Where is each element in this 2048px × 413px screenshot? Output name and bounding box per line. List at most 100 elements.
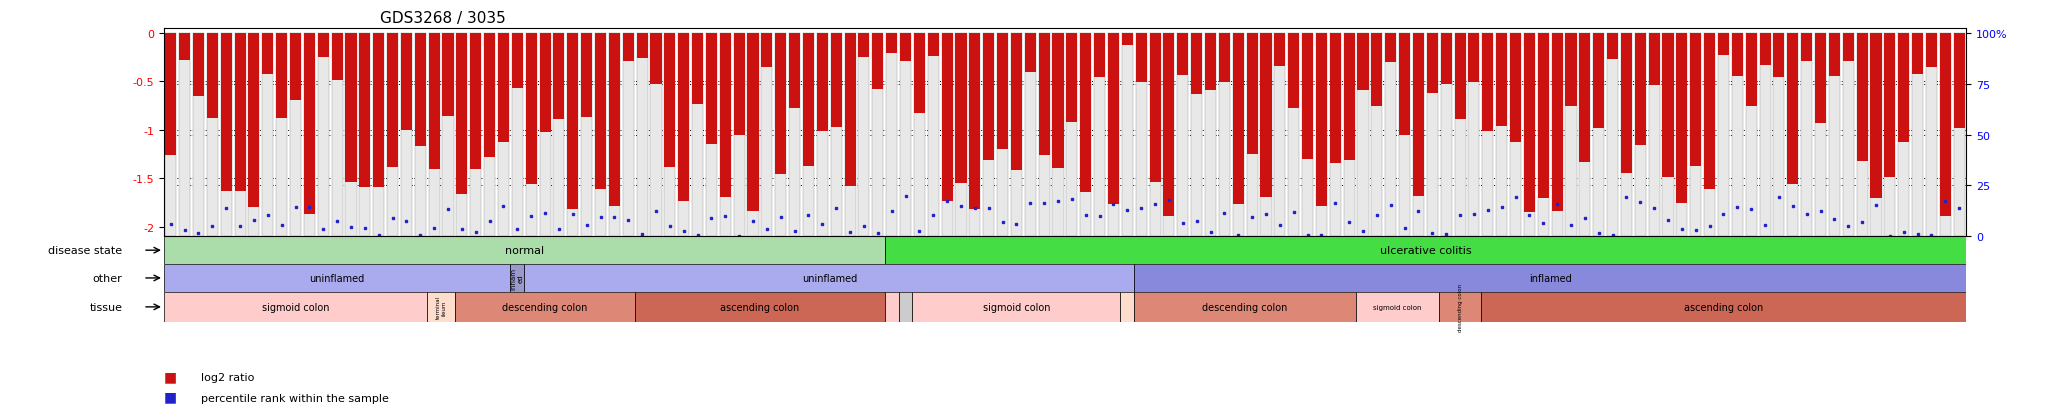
Bar	[1913, 34, 1923, 237]
Bar	[539, 34, 551, 133]
FancyBboxPatch shape	[524, 264, 1135, 292]
Text: tissue: tissue	[90, 302, 123, 312]
Bar	[512, 34, 522, 237]
Bar	[582, 34, 592, 118]
Bar	[1913, 34, 1923, 75]
Bar	[1497, 34, 1507, 126]
Bar	[236, 34, 246, 237]
Bar	[1219, 34, 1231, 83]
Bar	[733, 34, 745, 237]
Bar	[1288, 34, 1298, 109]
Bar	[373, 34, 385, 237]
Bar	[416, 34, 426, 237]
Bar	[788, 34, 801, 237]
Bar	[276, 34, 287, 237]
FancyBboxPatch shape	[510, 264, 524, 292]
Bar	[1649, 34, 1659, 237]
Text: ■: ■	[164, 369, 176, 383]
Bar	[1178, 34, 1188, 237]
Bar	[567, 34, 578, 237]
Bar	[1163, 34, 1174, 237]
Bar	[1440, 34, 1452, 237]
Bar	[1579, 34, 1591, 163]
Bar	[1440, 34, 1452, 85]
Bar	[887, 34, 897, 237]
Bar	[1053, 34, 1063, 169]
Bar	[1149, 34, 1161, 237]
Bar	[416, 34, 426, 147]
Bar	[1247, 34, 1257, 155]
Bar	[1925, 34, 1937, 237]
Bar	[678, 34, 690, 201]
Bar	[1094, 34, 1106, 78]
Bar	[1509, 34, 1522, 143]
Text: sigmoid colon: sigmoid colon	[1374, 304, 1421, 310]
Bar	[1815, 34, 1827, 237]
Bar	[719, 34, 731, 197]
Bar	[692, 34, 702, 237]
FancyBboxPatch shape	[885, 292, 899, 322]
Bar	[457, 34, 467, 237]
Bar	[1497, 34, 1507, 237]
Bar	[969, 34, 981, 209]
Bar	[1079, 34, 1092, 237]
FancyBboxPatch shape	[1440, 292, 1481, 322]
Bar	[471, 34, 481, 169]
FancyBboxPatch shape	[1135, 264, 1966, 292]
Bar	[1800, 34, 1812, 62]
Bar	[1538, 34, 1548, 199]
Bar	[1620, 34, 1632, 237]
Bar	[1468, 34, 1479, 237]
Bar	[608, 34, 621, 206]
Bar	[346, 34, 356, 237]
Bar	[596, 34, 606, 237]
Bar	[1829, 34, 1839, 237]
Bar	[1509, 34, 1522, 237]
Bar	[248, 34, 260, 237]
Bar	[428, 34, 440, 169]
Bar	[1192, 34, 1202, 237]
Bar	[1137, 34, 1147, 237]
Text: normal: normal	[504, 246, 545, 256]
Bar	[678, 34, 690, 237]
Bar	[553, 34, 565, 120]
Bar	[1372, 34, 1382, 237]
Bar	[1649, 34, 1659, 86]
Bar	[401, 34, 412, 237]
Bar	[803, 34, 813, 237]
Bar	[248, 34, 260, 208]
Bar	[1565, 34, 1577, 107]
Bar	[1317, 34, 1327, 206]
Bar	[178, 34, 190, 61]
Bar	[1399, 34, 1411, 135]
Bar	[1690, 34, 1702, 237]
Bar	[1427, 34, 1438, 93]
Bar	[969, 34, 981, 237]
FancyBboxPatch shape	[164, 264, 510, 292]
Bar	[664, 34, 676, 167]
Bar	[596, 34, 606, 190]
Bar	[913, 34, 926, 113]
Bar	[1012, 34, 1022, 170]
Bar	[956, 34, 967, 183]
Bar	[1898, 34, 1909, 237]
Bar	[1067, 34, 1077, 237]
Bar	[1788, 34, 1798, 185]
Bar	[358, 34, 371, 237]
Bar	[1274, 34, 1286, 237]
Bar	[1704, 34, 1714, 189]
Bar	[651, 34, 662, 85]
Bar	[1454, 34, 1466, 120]
Bar	[1303, 34, 1313, 160]
Bar	[1343, 34, 1354, 237]
Bar	[623, 34, 633, 237]
Bar	[1317, 34, 1327, 237]
Bar	[1329, 34, 1341, 163]
Bar	[1677, 34, 1688, 204]
Bar	[1137, 34, 1147, 83]
Bar	[1483, 34, 1493, 237]
Bar	[1745, 34, 1757, 107]
Bar	[471, 34, 481, 237]
FancyBboxPatch shape	[885, 237, 1966, 264]
Bar	[1939, 34, 1952, 237]
